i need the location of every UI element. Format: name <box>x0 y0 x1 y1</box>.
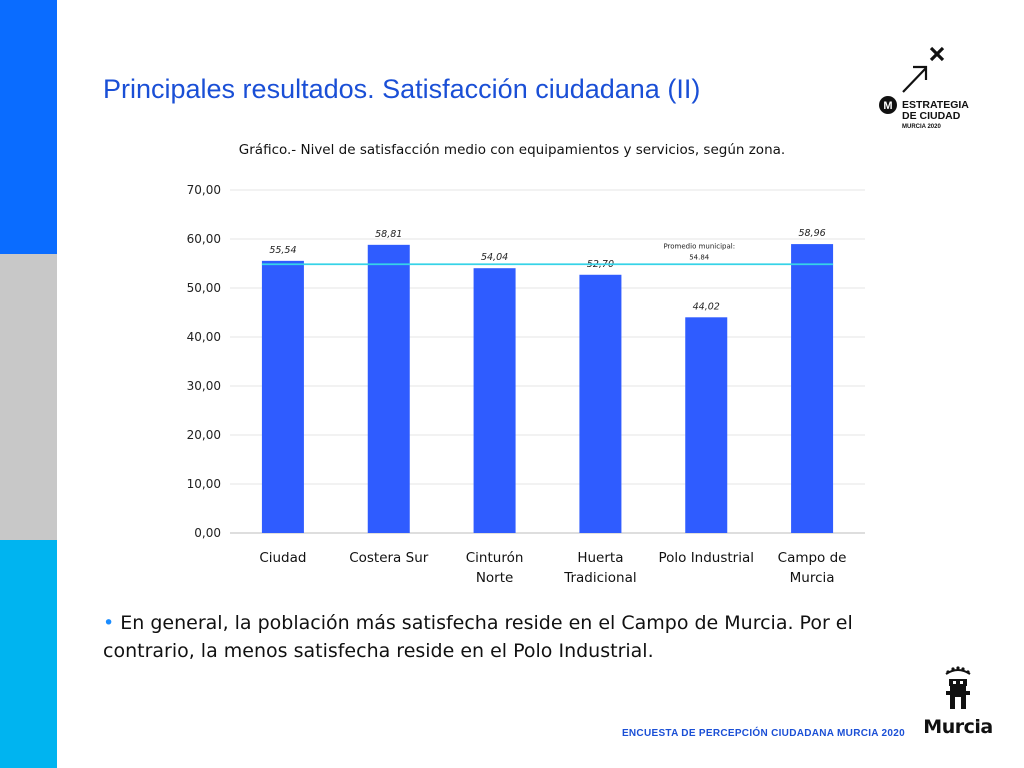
y-tick-label: 0,00 <box>194 526 221 540</box>
x-tick-label: Campo de <box>778 550 847 566</box>
data-label: 55,54 <box>269 245 296 256</box>
bullet-paragraph: • En general, la población más satisfech… <box>103 609 933 665</box>
footer-text: ENCUESTA DE PERCEPCIÓN CIUDADANA MURCIA … <box>621 728 905 739</box>
sidebar-blue-block <box>0 0 57 254</box>
data-label: 54,04 <box>481 252 508 263</box>
x-tick-label: Tradicional <box>563 570 636 586</box>
x-tick-label: Huerta <box>577 550 623 566</box>
bar <box>791 244 834 533</box>
logo-line-2: DE CIUDAD <box>902 110 961 122</box>
bar <box>473 268 516 533</box>
x-tick-label: Murcia <box>790 570 835 586</box>
murcia-wordmark: Murcia <box>923 716 993 738</box>
murcia-logo: Murcia <box>922 664 994 744</box>
sidebar-gray-block <box>0 254 57 540</box>
estrategia-logo: M ESTRATEGIA DE CIUDAD MURCIA 2020 <box>868 40 978 135</box>
sidebar-decoration <box>0 0 57 768</box>
x-tick-label: Costera Sur <box>349 550 429 566</box>
x-tick-label: Cinturón <box>466 550 524 566</box>
data-label: 58,96 <box>798 228 825 239</box>
bar <box>367 244 410 533</box>
average-value-label: 54.84 <box>689 253 710 261</box>
bar <box>261 260 304 533</box>
chart-title: Gráfico.- Nivel de satisfacción medio co… <box>238 142 786 158</box>
slide-title: Principales resultados. Satisfacción ciu… <box>103 74 701 104</box>
data-label: 44,02 <box>693 301 720 312</box>
bullet-text: En general, la población más satisfecha … <box>103 612 853 662</box>
arrow-cross-icon: M <box>879 46 945 114</box>
logo-line-3: MURCIA 2020 <box>902 124 941 130</box>
y-tick-label: 10,00 <box>187 477 221 491</box>
svg-text:M: M <box>883 100 892 112</box>
sidebar-cyan-block <box>0 540 57 768</box>
logo-line-1: ESTRATEGIA <box>902 99 969 111</box>
data-label: 58,81 <box>375 229 402 240</box>
y-tick-label: 20,00 <box>187 428 221 442</box>
bar <box>579 274 622 533</box>
bar <box>685 317 728 533</box>
y-tick-label: 70,00 <box>187 183 221 197</box>
x-tick-label: Norte <box>476 570 514 586</box>
y-tick-label: 60,00 <box>187 232 221 246</box>
castle-crown-icon <box>945 666 971 709</box>
y-tick-label: 40,00 <box>187 330 221 344</box>
y-tick-label: 50,00 <box>187 281 221 295</box>
x-tick-label: Polo Industrial <box>658 550 754 566</box>
average-label: Promedio municipal: <box>663 242 735 250</box>
x-tick-label: Ciudad <box>259 550 306 566</box>
bullet-dot: • <box>103 612 115 634</box>
bar-chart: 0,00 10,00 20,00 30,00 40,00 50,00 60,00 70,00 5… <box>187 183 865 586</box>
y-tick-label: 30,00 <box>187 379 221 393</box>
